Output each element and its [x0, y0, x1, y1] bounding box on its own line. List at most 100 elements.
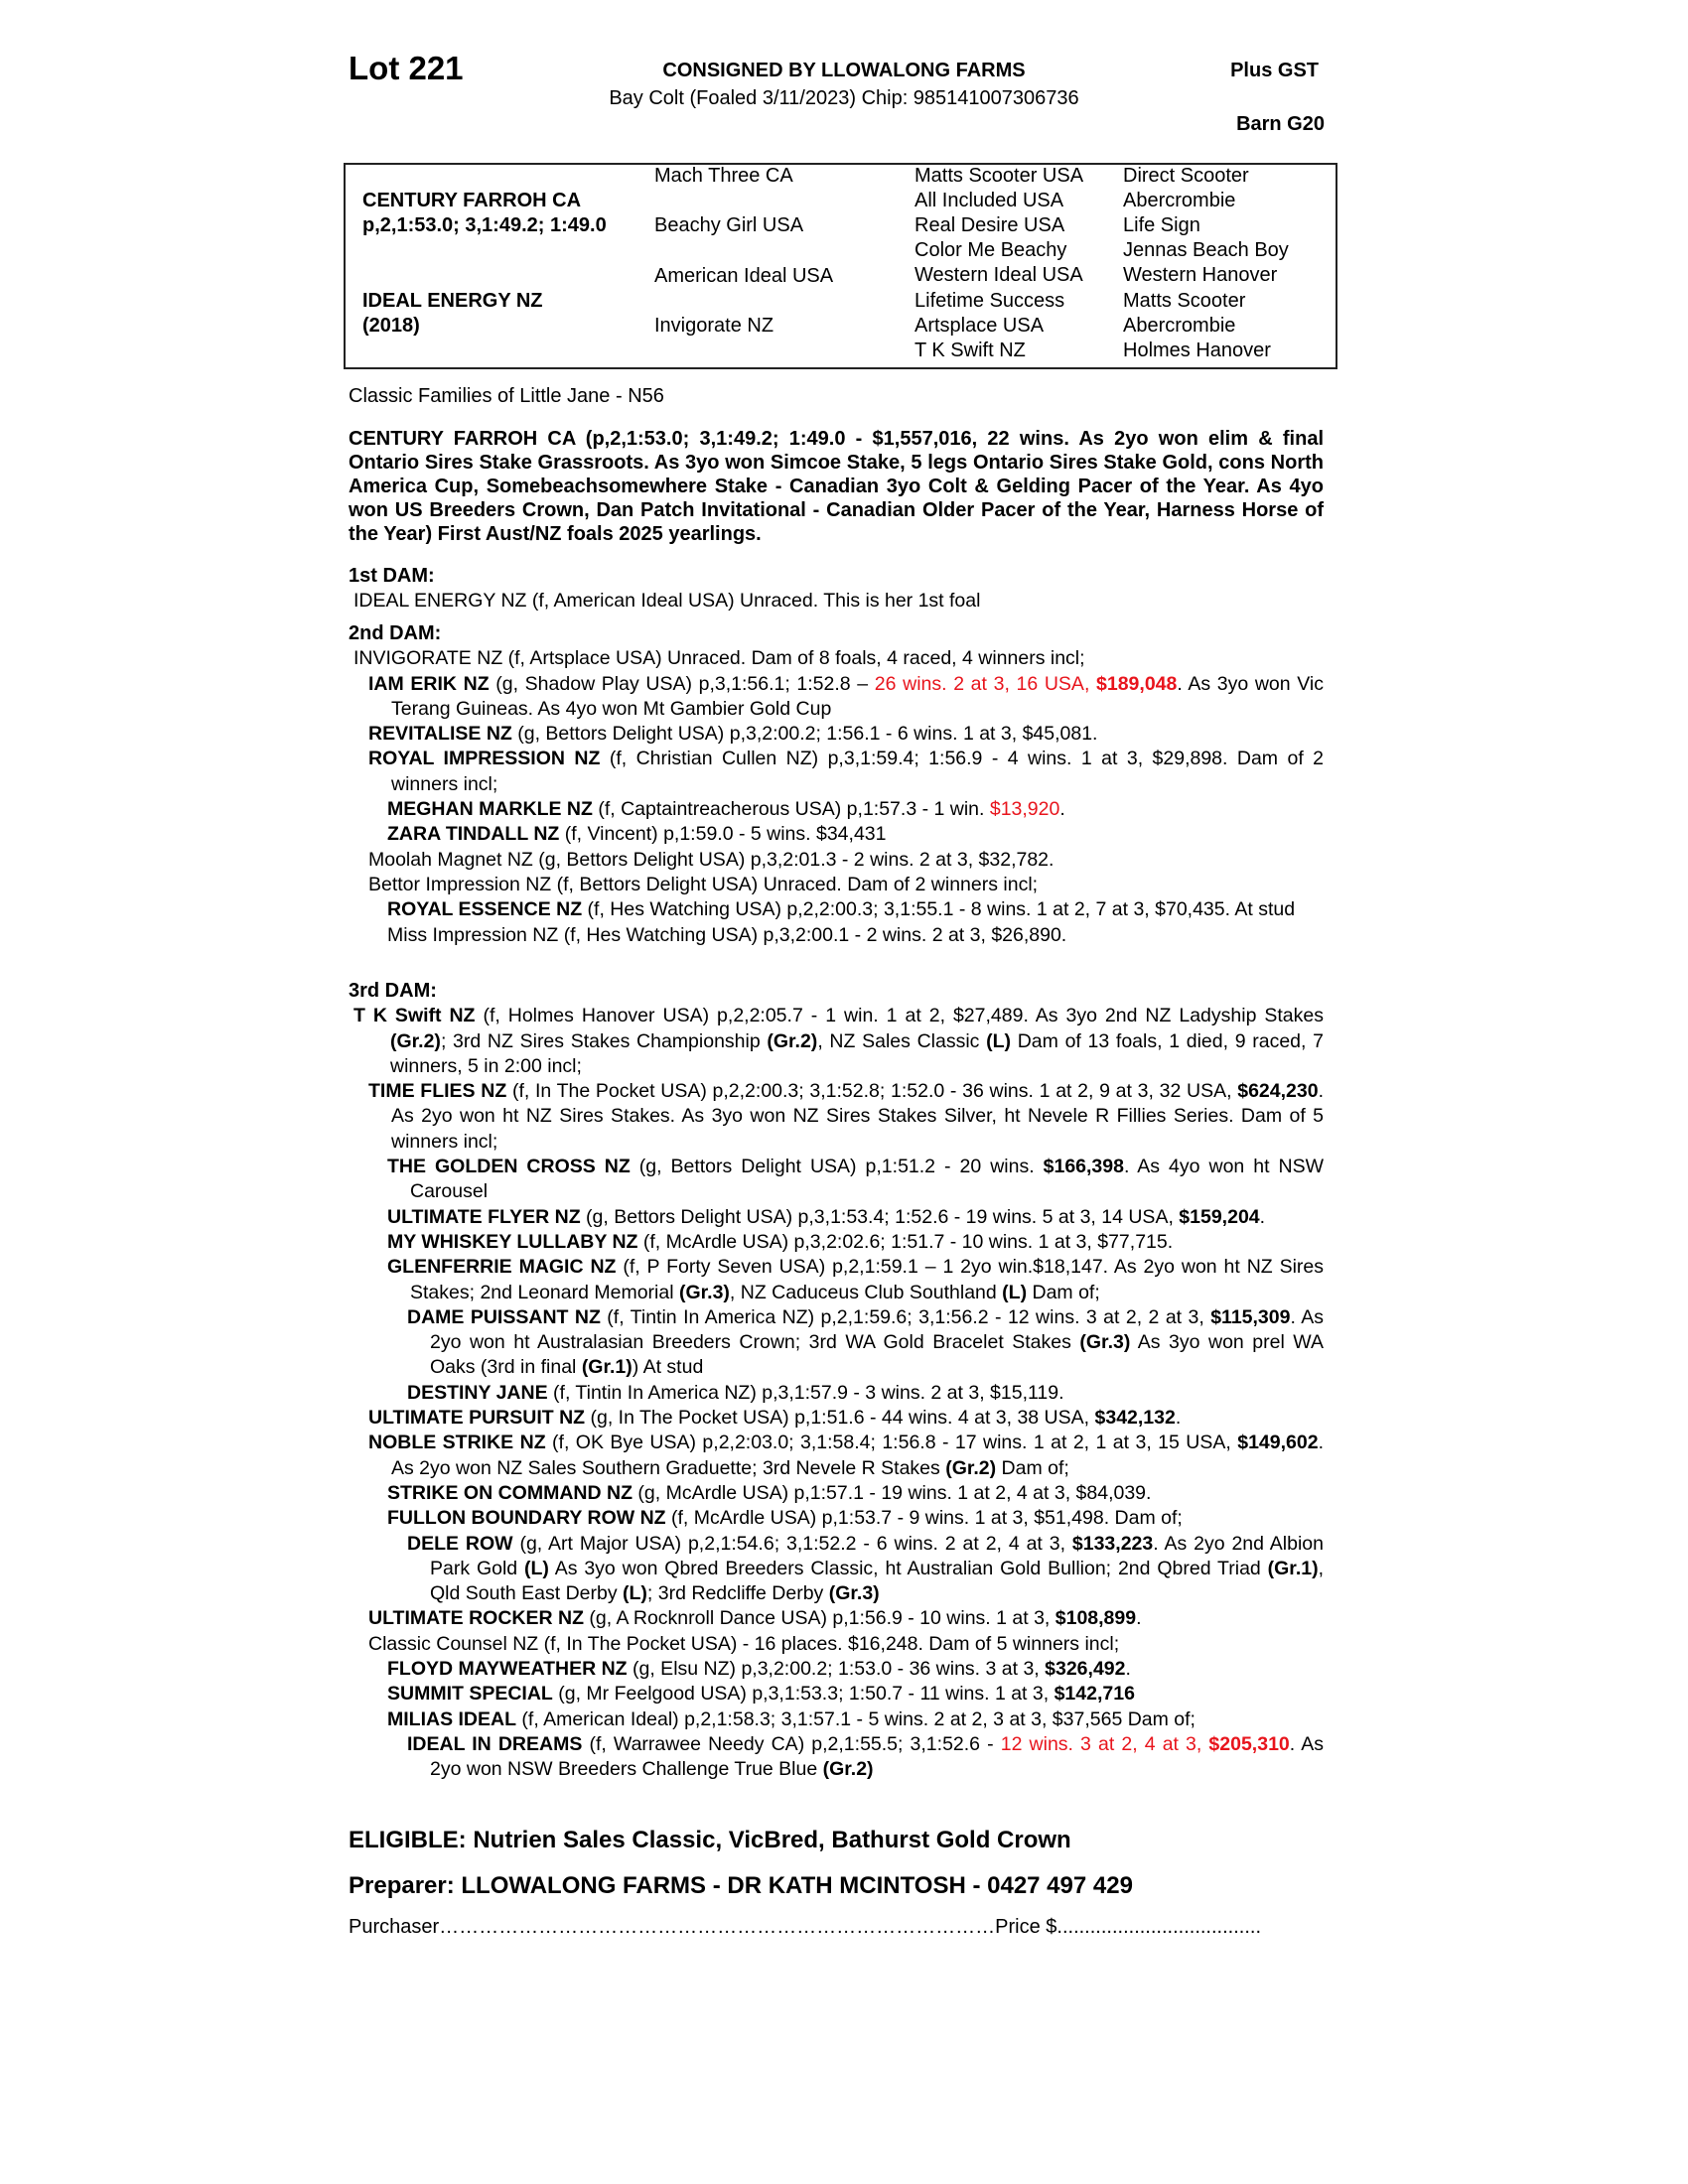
entry-text: $149,602: [1237, 1432, 1319, 1454]
entry-text: (g, Bettors Delight USA) p,3,1:53.4; 1:5…: [580, 1205, 1180, 1228]
entry-text: (g, McArdle USA) p,1:57.1 - 19 wins. 1 a…: [633, 1481, 1152, 1504]
pedigree-gen2: Mach Three CA: [654, 165, 793, 187]
entry-text: .: [1175, 1407, 1182, 1430]
sire-record: p,2,1:53.0; 3,1:49.2; 1:49.0: [362, 214, 607, 236]
entry-text: (f, Warrawee Needy CA) p,2,1:55.5; 3,1:5…: [582, 1732, 1001, 1755]
entry-text: (g, In The Pocket USA) p,1:51.6 - 44 win…: [585, 1407, 1095, 1430]
entry-text: ) At stud: [632, 1356, 704, 1379]
entry-text: (Gr.1): [581, 1356, 633, 1379]
entry-text: (f, OK Bye USA) p,2,2:03.0; 3,1:58.4; 1:…: [545, 1432, 1238, 1454]
entry-text: (Gr.2): [945, 1456, 997, 1479]
progeny-entry: REVITALISE NZ (g, Bettors Delight USA) p…: [349, 722, 1324, 747]
pedigree-table: CENTURY FARROH CA p,2,1:53.0; 3,1:49.2; …: [344, 163, 1337, 369]
progeny-entry: Classic Counsel NZ (f, In The Pocket USA…: [349, 1632, 1324, 1657]
entry-text: . As 2yo 2nd Albion Park Gold: [430, 1532, 1324, 1579]
entry-text: (L): [1002, 1281, 1028, 1303]
progeny-entry: FLOYD MAYWEATHER NZ (g, Elsu NZ) p,3,2:0…: [349, 1657, 1324, 1682]
pedigree-gen4: Jennas Beach Boy: [1123, 239, 1289, 262]
entry-text: As 3yo won prel WA Oaks (3rd in final: [430, 1331, 1324, 1379]
entry-text: . As 2yo won NZ Sales Southern Graduette…: [391, 1432, 1324, 1479]
entry-text: . As 2yo won ht NZ Sires Stakes. As 3yo …: [391, 1080, 1324, 1153]
entry-text: (g, Bettors Delight USA) p,3,2:00.2; 1:5…: [511, 723, 1098, 746]
horse-name: T K Swift NZ: [353, 1005, 476, 1027]
horse-description: Bay Colt (Foaled 3/11/2023) Chip: 985141…: [609, 87, 1079, 109]
pedigree-gen4: Direct Scooter: [1123, 165, 1249, 187]
pedigree-gen3: All Included USA: [914, 190, 1064, 212]
entry-text: (f, Captaintreacherous USA) p,1:57.3 - 1…: [592, 798, 990, 821]
entry-text: Bettor Impression NZ (f, Bettors Delight…: [368, 873, 1039, 895]
dam-heading: 2nd DAM:: [349, 622, 442, 644]
entry-text: $142,716: [1054, 1683, 1135, 1706]
progeny-entry: Moolah Magnet NZ (g, Bettors Delight USA…: [349, 848, 1324, 873]
entry-text: $624,230: [1237, 1080, 1319, 1103]
progeny-entry: MEGHAN MARKLE NZ (f, Captaintreacherous …: [349, 797, 1324, 822]
progeny-entry: ULTIMATE PURSUIT NZ (g, In The Pocket US…: [349, 1406, 1324, 1431]
pedigree-gen4: Abercrombie: [1123, 314, 1236, 337]
family-line: Classic Families of Little Jane - N56: [349, 385, 664, 407]
preparer-info: Preparer: LLOWALONG FARMS - DR KATH MCIN…: [349, 1872, 1133, 1899]
progeny-entry: ROYAL ESSENCE NZ (f, Hes Watching USA) p…: [349, 897, 1324, 922]
horse-name: ULTIMATE PURSUIT NZ: [368, 1407, 586, 1430]
entry-text: Moolah Magnet NZ (g, Bettors Delight USA…: [368, 848, 1055, 871]
entry-text: (Gr.1): [1267, 1557, 1319, 1579]
entry-text: $159,204: [1179, 1205, 1260, 1228]
progeny-entry: IAM ERIK NZ (g, Shadow Play USA) p,3,1:5…: [349, 672, 1324, 723]
pedigree-gen3: Matts Scooter USA: [914, 165, 1084, 187]
horse-name: SUMMIT SPECIAL: [387, 1683, 553, 1706]
progeny-entry: GLENFERRIE MAGIC NZ (f, P Forty Seven US…: [349, 1255, 1324, 1305]
second-dam-section: 2nd DAM: INVIGORATE NZ (f, Artsplace USA)…: [349, 621, 1324, 948]
entry-text: $326,492: [1045, 1658, 1126, 1681]
entry-text: ; 3rd Redcliffe Derby: [646, 1582, 829, 1605]
horse-name: IDEAL IN DREAMS: [407, 1732, 583, 1755]
entry-text: $115,309: [1210, 1305, 1291, 1328]
progeny-entry: MILIAS IDEAL (f, American Ideal) p,2,1:5…: [349, 1707, 1324, 1732]
pedigree-gen3: Western Ideal USA: [914, 264, 1083, 287]
entry-text: (L): [986, 1029, 1012, 1052]
entry-text: Dam of;: [1027, 1281, 1100, 1303]
entry-text: , NZ Sales Classic: [817, 1029, 987, 1052]
consignor: CONSIGNED BY LLOWALONG FARMS: [662, 60, 1026, 81]
entry-text: INVIGORATE NZ (f, Artsplace USA) Unraced…: [353, 647, 1085, 670]
entry-text: . As 2yo won NSW Breeders Challenge True…: [430, 1732, 1324, 1781]
horse-name: FLOYD MAYWEATHER NZ: [387, 1658, 628, 1681]
entry-text: . As 3yo won Vic Terang Guineas. As 4yo …: [391, 672, 1324, 720]
lot-number: Lot 221: [349, 50, 464, 86]
entry-text: (g, Elsu NZ) p,3,2:00.2; 1:53.0 - 36 win…: [627, 1658, 1046, 1681]
entry-text: (f, In The Pocket USA) p,2,2:00.3; 3,1:5…: [506, 1080, 1238, 1103]
entry-text: $13,920: [989, 798, 1060, 821]
entry-text: $133,223: [1071, 1532, 1154, 1555]
entry-text: $342,132: [1094, 1407, 1176, 1430]
entry-text: 26 wins. 2 at 3, 16 USA,: [874, 672, 1097, 695]
pedigree-gen4: Western Hanover: [1123, 264, 1278, 287]
pedigree-gen3: Artsplace USA: [914, 314, 1045, 337]
horse-name: MY WHISKEY LULLABY NZ: [387, 1230, 638, 1253]
pedigree-gen4: Holmes Hanover: [1123, 339, 1271, 361]
dam-name: IDEAL ENERGY NZ: [362, 290, 543, 312]
entry-text: (L): [623, 1582, 647, 1605]
purchaser-price-line: Purchaser…………………………………………………………………………Pri…: [349, 1916, 1261, 1938]
entry-text: IDEAL ENERGY NZ (f, American Ideal USA) …: [353, 590, 981, 613]
sire-paragraph: CENTURY FARROH CA (p,2,1:53.0; 3,1:49.2;…: [349, 428, 1324, 545]
progeny-entry: ULTIMATE FLYER NZ (g, Bettors Delight US…: [349, 1205, 1324, 1230]
pedigree-gen3: Lifetime Success: [914, 289, 1065, 312]
horse-name: REVITALISE NZ: [368, 723, 512, 746]
progeny-entry: DAME PUISSANT NZ (f, Tintin In America N…: [349, 1305, 1324, 1381]
entry-text: Classic Counsel NZ (f, In The Pocket USA…: [368, 1632, 1120, 1655]
entry-text: (Gr.3): [678, 1281, 730, 1303]
entry-text: . As 2yo won ht Australasian Breeders Cr…: [430, 1305, 1324, 1354]
horse-name: STRIKE ON COMMAND NZ: [387, 1481, 633, 1504]
entry-text: (Gr.2): [390, 1029, 441, 1052]
entry-text: (f, Tintin In America NZ) p,3,1:57.9 - 3…: [547, 1381, 1064, 1404]
progeny-entry: MY WHISKEY LULLABY NZ (f, McArdle USA) p…: [349, 1230, 1324, 1255]
entry-text: $189,048: [1096, 672, 1178, 695]
progeny-entry: TIME FLIES NZ (f, In The Pocket USA) p,2…: [349, 1079, 1324, 1155]
entry-text: $108,899: [1055, 1607, 1137, 1630]
dam-year: (2018): [362, 315, 420, 337]
barn-number: Barn G20: [1236, 113, 1325, 135]
horse-name: ULTIMATE ROCKER NZ: [368, 1607, 585, 1630]
progeny-entry: IDEAL IN DREAMS (f, Warrawee Needy CA) p…: [349, 1732, 1324, 1783]
entry-text: (f, P Forty Seven USA) p,2,1:59.1 – 1 2y…: [410, 1256, 1325, 1303]
progeny-entry: DESTINY JANE (f, Tintin In America NZ) p…: [349, 1381, 1324, 1406]
entry-text: (Gr.2): [767, 1029, 818, 1052]
entry-text: (f, Tintin In America NZ) p,2,1:59.6; 3,…: [600, 1305, 1211, 1328]
